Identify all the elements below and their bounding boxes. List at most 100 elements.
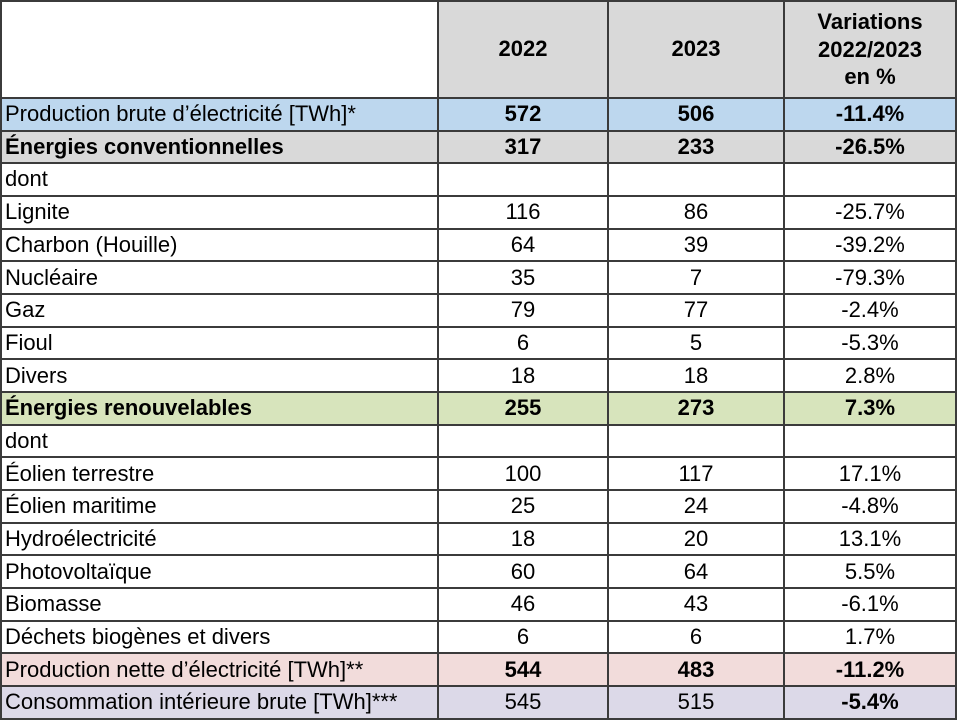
value-cell-2023: 24 [607,489,785,524]
value-cell-2023: 117 [607,456,785,492]
value-cell-2023: 7 [607,260,785,296]
value-cell-2023 [607,162,785,198]
header-cell-2022: 2022 [437,0,609,99]
table-row: Énergies conventionnelles 317 233 -26.5% [0,129,957,165]
row-label-cell: Énergies conventionnelles [0,129,439,165]
value-cell-2022: 64 [437,227,609,263]
value-cell-variation: -26.5% [783,129,957,165]
value-cell-variation: -11.2% [783,652,957,688]
table-row: Production nette d’électricité [TWh]** 54… [0,652,957,688]
value-cell-2022: 544 [437,652,609,688]
row-label-cell: Lignite [0,195,439,230]
value-cell-variation: -5.4% [783,685,957,720]
row-label-cell: Production nette d’électricité [TWh]** [0,652,439,688]
row-label-cell: Gaz [0,293,439,328]
header-cell-variations: Variations 2022/2023 en % [783,0,957,99]
table-row: Charbon (Houille) 64 39 -39.2% [0,227,957,263]
value-cell-2022: 18 [437,358,609,394]
table-header-row: 2022 2023 Variations 2022/2023 en % [0,0,957,99]
value-cell-2023: 86 [607,195,785,230]
row-label-cell: Consommation intérieure brute [TWh]*** [0,685,439,720]
value-cell-variation: 13.1% [783,521,957,557]
row-label-cell: Biomasse [0,587,439,622]
row-label-cell: Production brute d’électricité [TWh]* [0,97,439,132]
table-row: dont [0,423,957,459]
value-cell-variation: -4.8% [783,489,957,524]
row-label-cell: Charbon (Houille) [0,227,439,263]
value-cell-2022: 60 [437,554,609,590]
value-cell-2023: 39 [607,227,785,263]
value-cell-variation: 2.8% [783,358,957,394]
value-cell-variation: 5.5% [783,554,957,590]
value-cell-variation: 7.3% [783,391,957,426]
value-cell-variation: -6.1% [783,587,957,622]
table-row: Photovoltaïque 60 64 5.5% [0,554,957,590]
table-row: Lignite 116 86 -25.7% [0,195,957,230]
table-row: Énergies renouvelables 255 273 7.3% [0,391,957,426]
value-cell-2022: 100 [437,456,609,492]
header-cell-2023: 2023 [607,0,785,99]
value-cell-variation [783,423,957,459]
table-row: Déchets biogènes et divers 6 6 1.7% [0,619,957,655]
row-label-cell: Énergies renouvelables [0,391,439,426]
table-row: Éolien terrestre 100 117 17.1% [0,456,957,492]
table-row: Éolien maritime 25 24 -4.8% [0,489,957,524]
value-cell-2022: 6 [437,325,609,361]
value-cell-2023: 515 [607,685,785,720]
value-cell-2022: 46 [437,587,609,622]
table-row: Consommation intérieure brute [TWh]*** 54… [0,685,957,720]
value-cell-2022: 6 [437,619,609,655]
value-cell-variation: -5.3% [783,325,957,361]
value-cell-2022: 572 [437,97,609,132]
row-label-cell: Divers [0,358,439,394]
header-cell-empty [0,0,439,99]
table-row: Nucléaire 35 7 -79.3% [0,260,957,296]
table-row: Gaz 79 77 -2.4% [0,293,957,328]
value-cell-2023: 43 [607,587,785,622]
row-label-cell: Nucléaire [0,260,439,296]
value-cell-2023: 5 [607,325,785,361]
value-cell-variation: -79.3% [783,260,957,296]
row-label-cell: Éolien terrestre [0,456,439,492]
row-label-cell: dont [0,162,439,198]
table-row: Hydroélectricité 18 20 13.1% [0,521,957,557]
value-cell-variation [783,162,957,198]
value-cell-variation: -25.7% [783,195,957,230]
value-cell-variation: 17.1% [783,456,957,492]
table-row: Biomasse 46 43 -6.1% [0,587,957,622]
value-cell-2023: 273 [607,391,785,426]
value-cell-2022: 35 [437,260,609,296]
value-cell-2023 [607,423,785,459]
value-cell-2022: 545 [437,685,609,720]
value-cell-variation: 1.7% [783,619,957,655]
row-label-cell: dont [0,423,439,459]
table-body: Production brute d’électricité [TWh]* 572… [0,97,957,720]
value-cell-2022: 79 [437,293,609,328]
row-label-cell: Déchets biogènes et divers [0,619,439,655]
value-cell-2022 [437,423,609,459]
row-label-cell: Photovoltaïque [0,554,439,590]
value-cell-2023: 506 [607,97,785,132]
value-cell-2022: 18 [437,521,609,557]
value-cell-2022: 116 [437,195,609,230]
value-cell-2023: 233 [607,129,785,165]
value-cell-variation: -2.4% [783,293,957,328]
value-cell-variation: -39.2% [783,227,957,263]
value-cell-2022 [437,162,609,198]
value-cell-2022: 317 [437,129,609,165]
value-cell-2023: 20 [607,521,785,557]
row-label-cell: Fioul [0,325,439,361]
table-row: dont [0,162,957,198]
value-cell-2022: 255 [437,391,609,426]
value-cell-2023: 483 [607,652,785,688]
value-cell-2023: 77 [607,293,785,328]
value-cell-2023: 6 [607,619,785,655]
table-row: Production brute d’électricité [TWh]* 572… [0,97,957,132]
value-cell-2023: 18 [607,358,785,394]
table-row: Fioul 6 5 -5.3% [0,325,957,361]
table-row: Divers 18 18 2.8% [0,358,957,394]
value-cell-2022: 25 [437,489,609,524]
row-label-cell: Éolien maritime [0,489,439,524]
row-label-cell: Hydroélectricité [0,521,439,557]
